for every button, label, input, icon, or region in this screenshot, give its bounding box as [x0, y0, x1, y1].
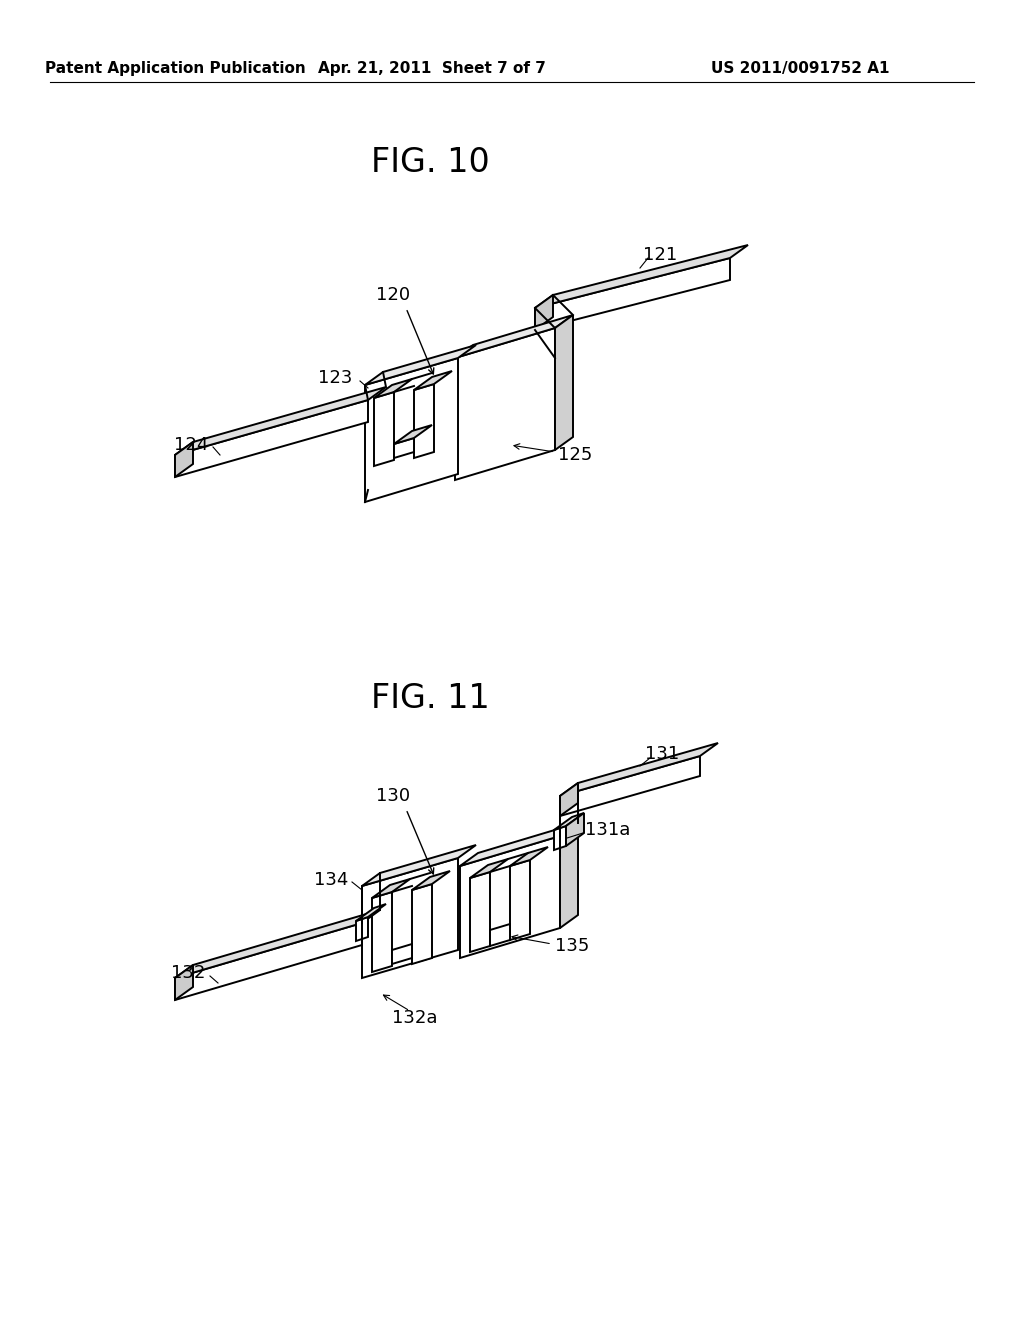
Polygon shape: [372, 879, 410, 898]
Polygon shape: [554, 813, 584, 830]
Text: 131: 131: [645, 744, 679, 763]
Polygon shape: [554, 826, 566, 850]
Polygon shape: [510, 847, 548, 866]
Polygon shape: [365, 345, 476, 385]
Text: US 2011/0091752 A1: US 2011/0091752 A1: [711, 61, 889, 75]
Polygon shape: [392, 944, 412, 964]
Polygon shape: [175, 400, 368, 477]
Polygon shape: [560, 756, 700, 816]
Polygon shape: [356, 917, 368, 941]
Polygon shape: [362, 845, 476, 886]
Polygon shape: [362, 858, 458, 978]
Polygon shape: [470, 859, 508, 878]
Polygon shape: [175, 442, 193, 477]
Text: 131a: 131a: [585, 821, 631, 840]
Text: Patent Application Publication: Patent Application Publication: [45, 61, 305, 75]
Polygon shape: [560, 743, 718, 796]
Polygon shape: [566, 813, 584, 846]
Polygon shape: [412, 871, 450, 890]
Text: 134: 134: [313, 871, 348, 888]
Text: 130: 130: [376, 787, 410, 805]
Polygon shape: [460, 822, 578, 866]
Text: 123: 123: [317, 370, 352, 387]
Polygon shape: [175, 909, 380, 978]
Polygon shape: [535, 246, 748, 308]
Text: 125: 125: [558, 446, 592, 465]
Text: FIG. 10: FIG. 10: [371, 147, 489, 180]
Polygon shape: [460, 836, 560, 958]
Text: 124: 124: [174, 436, 208, 454]
Text: 135: 135: [555, 937, 590, 954]
Polygon shape: [555, 315, 573, 450]
Polygon shape: [175, 387, 386, 455]
Polygon shape: [510, 861, 530, 940]
Polygon shape: [470, 873, 490, 952]
Polygon shape: [535, 257, 730, 330]
Polygon shape: [560, 822, 578, 928]
Polygon shape: [414, 384, 434, 458]
Polygon shape: [490, 924, 510, 946]
Text: 132a: 132a: [392, 1008, 437, 1027]
Text: 132: 132: [171, 964, 205, 982]
Polygon shape: [374, 379, 412, 399]
Polygon shape: [535, 294, 553, 330]
Polygon shape: [374, 392, 394, 466]
Polygon shape: [394, 438, 414, 458]
Text: 121: 121: [643, 246, 677, 264]
Polygon shape: [414, 371, 452, 389]
Polygon shape: [356, 904, 386, 921]
Polygon shape: [455, 315, 573, 358]
Polygon shape: [365, 358, 458, 502]
Polygon shape: [560, 783, 578, 816]
Text: Apr. 21, 2011  Sheet 7 of 7: Apr. 21, 2011 Sheet 7 of 7: [318, 61, 546, 75]
Text: FIG. 11: FIG. 11: [371, 681, 489, 714]
Polygon shape: [175, 965, 193, 1001]
Polygon shape: [412, 884, 432, 964]
Polygon shape: [394, 425, 432, 444]
Polygon shape: [175, 923, 362, 1001]
Polygon shape: [455, 327, 555, 480]
Polygon shape: [372, 892, 392, 972]
Text: 120: 120: [376, 286, 410, 304]
